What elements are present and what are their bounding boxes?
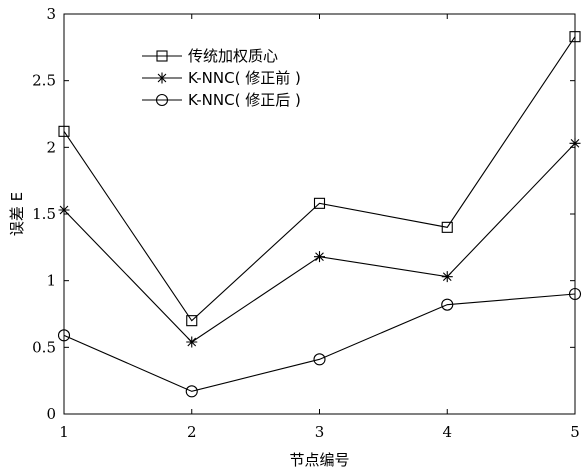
data-point xyxy=(186,336,198,348)
legend-label: 传统加权质心 xyxy=(188,47,278,65)
data-point xyxy=(569,31,581,43)
data-point xyxy=(569,137,581,149)
x-tick-label: 5 xyxy=(570,423,580,441)
y-tick-label: 2.5 xyxy=(32,72,56,90)
legend-entry: K-NNC( 修正后 ) xyxy=(142,91,301,109)
legend-marker xyxy=(156,72,168,84)
legend-marker xyxy=(156,50,168,62)
series-2 xyxy=(58,137,581,348)
x-tick-label: 3 xyxy=(315,423,325,441)
x-tick-label: 4 xyxy=(442,423,452,441)
data-point xyxy=(313,197,326,209)
series-1 xyxy=(58,31,581,327)
data-point xyxy=(186,315,198,327)
y-tick-label: 0.5 xyxy=(32,338,56,356)
series-line xyxy=(63,36,576,322)
y-tick-label: 0 xyxy=(46,405,56,423)
x-tick-label: 2 xyxy=(187,423,197,441)
y-tick-label: 3 xyxy=(46,5,56,23)
data-point xyxy=(313,353,326,366)
series-layer xyxy=(57,31,582,398)
x-tick-label: 1 xyxy=(59,423,69,441)
legend-marker xyxy=(155,93,169,107)
legend-label: K-NNC( 修正前 ) xyxy=(188,69,301,87)
series-line xyxy=(63,142,576,343)
data-point xyxy=(441,221,453,233)
y-tick-label: 1 xyxy=(46,272,56,290)
data-point xyxy=(185,385,198,398)
series-line xyxy=(63,293,576,392)
legend: 传统加权质心 K-NNC( 修正前 ) K-NNC( 修正后 ) xyxy=(142,47,301,109)
legend-entry: K-NNC( 修正前 ) xyxy=(142,69,301,87)
series-3 xyxy=(57,287,582,398)
y-tick-label: 1.5 xyxy=(32,205,56,223)
data-point xyxy=(58,125,70,137)
y-axis-label: 误差 E xyxy=(8,192,26,236)
data-point xyxy=(568,287,582,301)
legend-label: K-NNC( 修正后 ) xyxy=(188,91,301,109)
y-tick-label: 2 xyxy=(46,138,56,156)
legend-entry: 传统加权质心 xyxy=(142,47,278,65)
data-point xyxy=(58,204,70,216)
data-point xyxy=(441,298,454,311)
axes: 1 2 3 4 5 0 0.5 1 1.5 2 2.5 3 xyxy=(32,5,580,441)
x-axis-label: 节点编号 xyxy=(289,451,349,469)
data-point xyxy=(314,251,325,263)
data-point xyxy=(57,329,71,342)
data-point xyxy=(441,271,453,283)
